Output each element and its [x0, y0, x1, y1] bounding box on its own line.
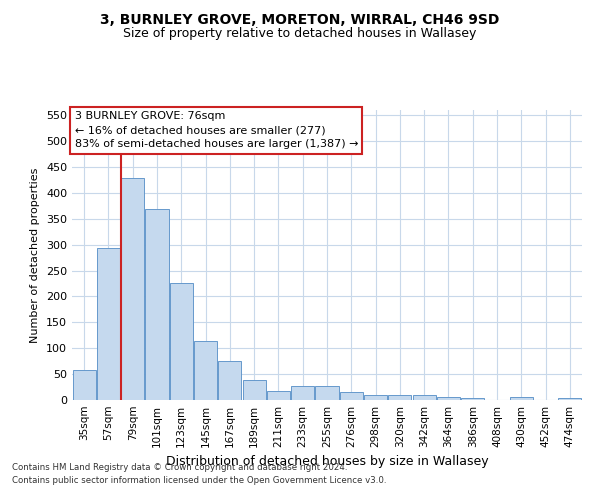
- Bar: [145, 210, 169, 400]
- Text: Contains HM Land Registry data © Crown copyright and database right 2024.: Contains HM Land Registry data © Crown c…: [12, 464, 347, 472]
- Bar: [413, 395, 436, 400]
- Y-axis label: Number of detached properties: Number of detached properties: [31, 168, 40, 342]
- Bar: [437, 397, 460, 400]
- Text: 3, BURNLEY GROVE, MORETON, WIRRAL, CH46 9SD: 3, BURNLEY GROVE, MORETON, WIRRAL, CH46 …: [100, 12, 500, 26]
- Bar: [121, 178, 144, 400]
- Bar: [267, 390, 290, 400]
- Bar: [510, 397, 533, 400]
- Bar: [218, 360, 241, 400]
- X-axis label: Distribution of detached houses by size in Wallasey: Distribution of detached houses by size …: [166, 456, 488, 468]
- Bar: [97, 248, 120, 400]
- Text: 3 BURNLEY GROVE: 76sqm
← 16% of detached houses are smaller (277)
83% of semi-de: 3 BURNLEY GROVE: 76sqm ← 16% of detached…: [74, 112, 358, 150]
- Bar: [364, 395, 387, 400]
- Text: Size of property relative to detached houses in Wallasey: Size of property relative to detached ho…: [124, 28, 476, 40]
- Bar: [559, 398, 581, 400]
- Bar: [388, 395, 412, 400]
- Bar: [340, 392, 363, 400]
- Bar: [291, 386, 314, 400]
- Bar: [242, 380, 266, 400]
- Bar: [73, 370, 95, 400]
- Bar: [194, 342, 217, 400]
- Bar: [170, 283, 193, 400]
- Bar: [461, 398, 484, 400]
- Text: Contains public sector information licensed under the Open Government Licence v3: Contains public sector information licen…: [12, 476, 386, 485]
- Bar: [316, 386, 338, 400]
